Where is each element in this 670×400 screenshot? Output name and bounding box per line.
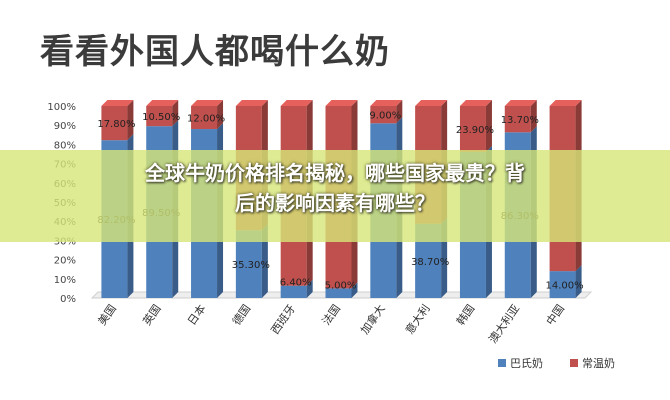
overlay-line-1: 全球牛奶价格排名揭秘，哪些国家最贵？背: [145, 161, 525, 185]
data-label-1-6: 9.00%: [369, 111, 401, 122]
bar-side-1-2: [217, 100, 224, 130]
data-label-0-10: 14.00%: [546, 281, 584, 292]
y-tick-label: 90%: [54, 121, 76, 132]
bar-side-1-6: [396, 100, 403, 124]
bar-top-3: [235, 100, 268, 106]
bar-top-1: [146, 100, 179, 106]
x-tick-label-7: 意大利: [402, 302, 432, 337]
y-tick-label: 0%: [60, 294, 76, 305]
overlay-banner: [0, 150, 670, 242]
bar-uht-9: [504, 106, 531, 133]
bar-side-1-9: [530, 100, 537, 133]
data-label-1-2: 12.00%: [187, 114, 225, 125]
bar-uht-2: [191, 106, 218, 130]
bar-top-8: [459, 100, 492, 106]
x-tick-label-0: 美国: [96, 302, 119, 327]
x-tick-label-5: 法国: [319, 302, 343, 328]
bar-side-0-5: [351, 282, 358, 298]
bar-side-0-3: [261, 224, 268, 298]
bar-top-2: [191, 100, 224, 106]
bar-top-4: [280, 100, 313, 106]
data-label-0-7: 38.70%: [411, 257, 449, 268]
page-title: 看看外国人都喝什么奶: [40, 32, 390, 72]
bar-uht-8: [459, 106, 486, 152]
bar-side-1-0: [127, 100, 134, 141]
bar-uht-1: [146, 106, 173, 127]
legend-swatch-1: [570, 359, 578, 367]
x-tick-label-8: 韩国: [453, 302, 477, 328]
y-tick-label: 100%: [47, 102, 76, 113]
data-label-1-1: 10.50%: [142, 112, 180, 123]
x-tick-label-3: 德国: [229, 302, 253, 328]
bar-side-0-4: [306, 279, 313, 298]
x-tick-label-4: 西班牙: [269, 302, 299, 336]
legend-swatch-0: [498, 359, 506, 367]
bar-side-1-1: [172, 100, 179, 127]
bar-side-0-10: [575, 265, 582, 298]
data-label-1-8: 23.90%: [456, 125, 494, 136]
bar-pasteurized-5: [325, 288, 352, 298]
bar-top-5: [325, 100, 358, 106]
bar-pasteurized-10: [549, 271, 576, 298]
x-tick-label-2: 日本: [184, 302, 208, 328]
overlay-caption: 全球牛奶价格排名揭秘，哪些国家最贵？背 后的影响因素有哪些？: [0, 158, 670, 218]
data-label-0-5: 5.00%: [325, 280, 357, 291]
bar-top-0: [101, 100, 134, 106]
bar-top-9: [504, 100, 537, 106]
y-tick-label: 20%: [54, 256, 76, 267]
y-tick-label: 10%: [54, 275, 76, 286]
bar-uht-6: [370, 106, 397, 124]
bar-top-7: [415, 100, 448, 106]
x-tick-label-9: 澳大利亚: [486, 302, 523, 346]
x-tick-label-1: 英国: [140, 302, 164, 328]
y-tick-label: 80%: [54, 140, 76, 151]
legend-layer: 巴氏奶 常温奶: [498, 356, 615, 370]
bar-top-10: [549, 100, 582, 106]
legend-label-1: 常温奶: [582, 356, 615, 370]
data-label-1-9: 13.70%: [501, 115, 539, 126]
bar-side-1-8: [485, 100, 492, 152]
data-label-0-3: 35.30%: [232, 260, 270, 271]
data-label-0-4: 6.40%: [280, 278, 312, 289]
data-label-1-0: 17.80%: [97, 119, 135, 130]
bar-pasteurized-4: [280, 285, 307, 298]
x-tick-label-10: 中国: [544, 302, 567, 327]
overlay-line-2: 后的影响因素有哪些？: [235, 191, 435, 215]
bar-uht-0: [101, 106, 128, 141]
bar-top-6: [370, 100, 403, 106]
x-tick-label-6: 加拿大: [357, 302, 387, 337]
legend-label-0: 巴氏奶: [510, 356, 543, 370]
